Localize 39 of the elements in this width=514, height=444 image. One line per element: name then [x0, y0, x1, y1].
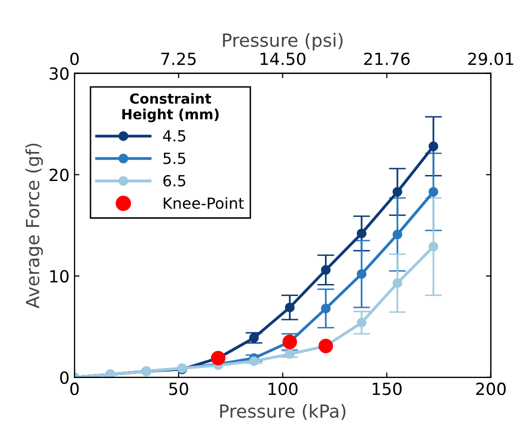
- point: [320, 304, 331, 314]
- x2-tick-label: 7.25: [161, 52, 196, 66]
- x2-tick-label: 14.50: [260, 52, 306, 66]
- point: [428, 242, 438, 252]
- point: [356, 228, 366, 238]
- point: [356, 318, 366, 328]
- x2-tick-label: 21.76: [364, 52, 410, 66]
- legend-label: Knee-Point: [164, 197, 244, 209]
- point: [210, 350, 226, 366]
- legend-label: 5.5: [163, 152, 186, 164]
- x2-tick-label: 0: [70, 52, 79, 66]
- x-tick-label: 150: [372, 382, 402, 396]
- x2-tick-label: 29.01: [468, 52, 514, 66]
- x-tick-label: 0: [70, 382, 79, 396]
- point: [428, 141, 438, 152]
- legend-title: Constraint Height (mm): [122, 93, 219, 122]
- x2-axis-title: Pressure (psi): [223, 32, 343, 50]
- y-tick-label: 30: [50, 67, 69, 80]
- legend-label: 6.5: [163, 174, 186, 187]
- point: [320, 265, 331, 275]
- x-tick-label: 100: [268, 382, 298, 396]
- point: [428, 187, 438, 197]
- x-tick-label: 50: [169, 382, 188, 396]
- x-axis-title: Pressure (kPa): [220, 404, 346, 420]
- point: [249, 333, 259, 343]
- point: [284, 302, 295, 312]
- point: [284, 349, 295, 359]
- point: [392, 278, 402, 288]
- point: [249, 356, 259, 366]
- legend-label: 4.5: [163, 130, 186, 142]
- point: [392, 230, 402, 240]
- y-tick-label: 10: [50, 270, 69, 283]
- point: [318, 338, 334, 354]
- point: [392, 187, 402, 197]
- y-tick-label: 20: [50, 168, 69, 182]
- x-tick-label: 200: [476, 382, 506, 396]
- y-tick-label: 0: [60, 371, 69, 384]
- point: [356, 269, 366, 279]
- y-axis-title: Average Force (gf): [25, 144, 43, 308]
